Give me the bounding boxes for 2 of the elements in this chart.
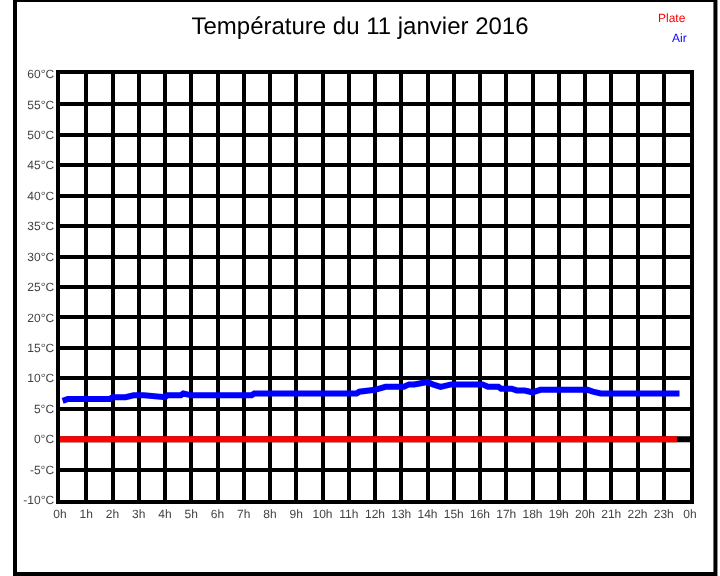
chart-title: Température du 11 janvier 2016	[191, 12, 530, 41]
line-series	[60, 378, 683, 404]
